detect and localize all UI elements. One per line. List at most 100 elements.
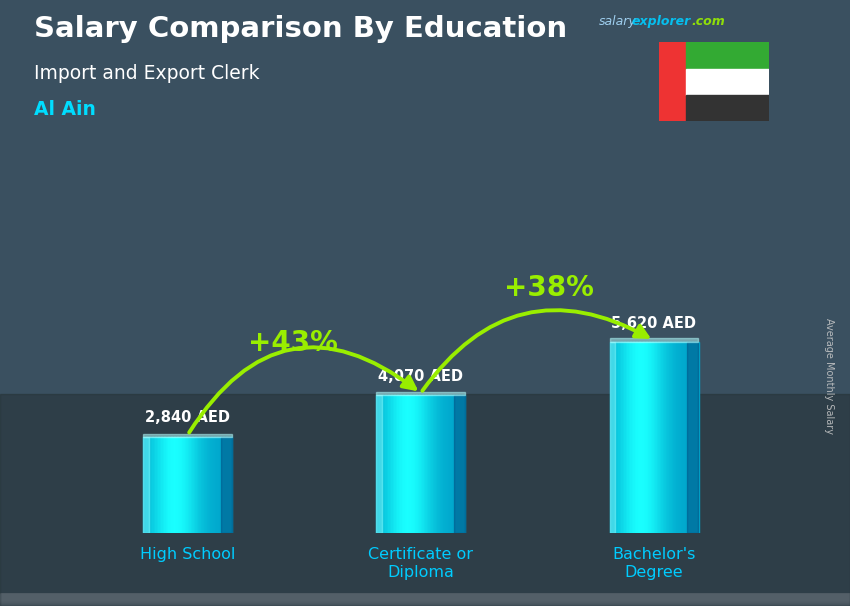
- Bar: [651, 342, 653, 533]
- Bar: [663, 342, 665, 533]
- Bar: [0, 598, 850, 604]
- Bar: [201, 437, 203, 533]
- Bar: [194, 437, 196, 533]
- Bar: [224, 437, 227, 533]
- Bar: [661, 342, 663, 533]
- Bar: [688, 342, 689, 533]
- Bar: [680, 342, 683, 533]
- Bar: [413, 395, 416, 533]
- Bar: [691, 342, 693, 533]
- Bar: [170, 437, 172, 533]
- Bar: [456, 395, 458, 533]
- Bar: [184, 437, 185, 533]
- Bar: [377, 395, 378, 533]
- Bar: [617, 342, 619, 533]
- Bar: [168, 437, 171, 533]
- Bar: [0, 594, 850, 600]
- Bar: [0, 596, 850, 602]
- Bar: [641, 342, 643, 533]
- Bar: [182, 437, 184, 533]
- Bar: [686, 95, 769, 121]
- Bar: [675, 342, 677, 533]
- Bar: [620, 342, 622, 533]
- Bar: [450, 395, 452, 533]
- Bar: [0, 594, 850, 601]
- Bar: [627, 342, 629, 533]
- Bar: [202, 437, 204, 533]
- Bar: [204, 437, 206, 533]
- Bar: [0, 594, 850, 601]
- Bar: [0, 596, 850, 602]
- Bar: [412, 395, 414, 533]
- Bar: [0, 594, 850, 601]
- Bar: [0, 596, 850, 602]
- Bar: [405, 395, 406, 533]
- Bar: [629, 342, 631, 533]
- Bar: [0, 597, 850, 603]
- Bar: [0, 596, 850, 602]
- Bar: [692, 342, 694, 533]
- Bar: [427, 395, 428, 533]
- Bar: [459, 395, 461, 533]
- Bar: [423, 395, 426, 533]
- Bar: [0, 599, 850, 605]
- Bar: [385, 395, 388, 533]
- Bar: [660, 342, 661, 533]
- Bar: [0, 596, 850, 602]
- Bar: [697, 342, 699, 533]
- Bar: [411, 395, 412, 533]
- Bar: [0, 598, 850, 604]
- Bar: [439, 395, 440, 533]
- Bar: [676, 342, 678, 533]
- Bar: [0, 596, 850, 602]
- Bar: [0, 599, 850, 605]
- Bar: [433, 395, 434, 533]
- Bar: [178, 437, 179, 533]
- Bar: [648, 342, 650, 533]
- Bar: [0, 596, 850, 602]
- Bar: [390, 395, 392, 533]
- Bar: [0, 594, 850, 601]
- Bar: [195, 437, 197, 533]
- Bar: [0, 598, 850, 604]
- Bar: [633, 342, 635, 533]
- Bar: [0, 598, 850, 604]
- Bar: [223, 437, 225, 533]
- Bar: [0, 596, 850, 602]
- Bar: [393, 395, 394, 533]
- Bar: [192, 437, 194, 533]
- Bar: [144, 435, 232, 437]
- Bar: [152, 437, 154, 533]
- Bar: [216, 437, 218, 533]
- Bar: [461, 395, 462, 533]
- Bar: [0, 598, 850, 604]
- Bar: [150, 437, 151, 533]
- Bar: [418, 395, 420, 533]
- Bar: [0, 594, 850, 600]
- Bar: [0, 599, 850, 605]
- Bar: [381, 395, 382, 533]
- Bar: [186, 437, 188, 533]
- Bar: [0, 597, 850, 603]
- Bar: [462, 395, 464, 533]
- Bar: [0, 599, 850, 605]
- Bar: [0, 595, 850, 601]
- Bar: [154, 437, 156, 533]
- Bar: [178, 437, 181, 533]
- Bar: [0, 599, 850, 605]
- Bar: [401, 395, 404, 533]
- Bar: [0, 595, 850, 601]
- Bar: [0, 595, 850, 601]
- Bar: [686, 68, 769, 95]
- Bar: [0, 598, 850, 604]
- Bar: [0, 598, 850, 604]
- Bar: [443, 395, 445, 533]
- Bar: [176, 437, 178, 533]
- Bar: [0, 595, 850, 601]
- Text: +43%: +43%: [247, 329, 337, 358]
- Bar: [419, 395, 422, 533]
- Bar: [384, 395, 386, 533]
- Bar: [395, 395, 398, 533]
- Bar: [609, 342, 611, 533]
- Bar: [0, 595, 850, 601]
